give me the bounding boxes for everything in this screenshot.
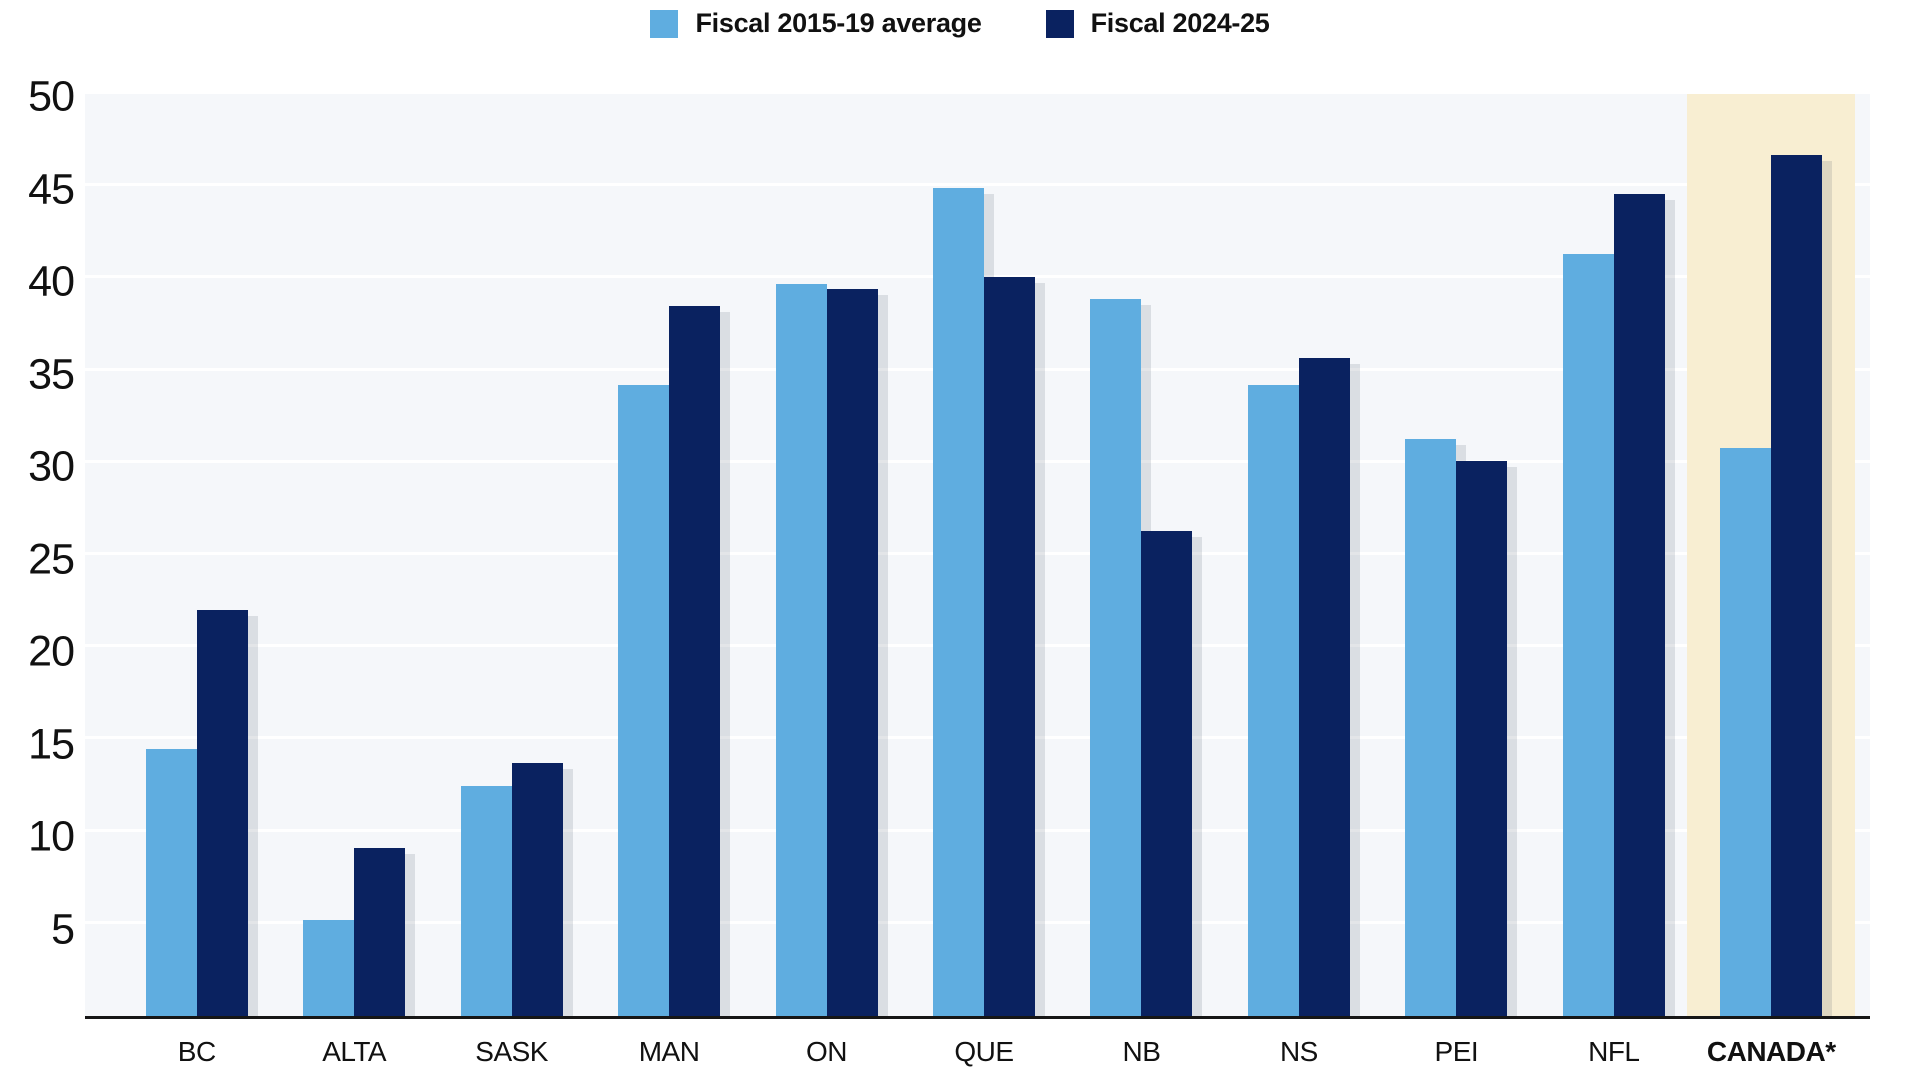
- y-tick-label-50: 50: [28, 72, 75, 121]
- bar-group-nfl: [1535, 94, 1692, 1016]
- bar-group-nb: [1063, 94, 1220, 1016]
- bar-group-bc: [118, 94, 275, 1016]
- x-tick-label-canada: CANADA*: [1706, 1036, 1836, 1067]
- bar-group-man: [590, 94, 747, 1016]
- legend-label-fiscal-2015-19: Fiscal 2015-19 average: [695, 8, 982, 38]
- bar-pei-fiscal-2015-19-average: [1405, 438, 1457, 1016]
- bar-bc-fiscal-2024-25: [196, 610, 248, 1016]
- bar-group-que: [905, 94, 1062, 1016]
- y-tick-label-5: 5: [51, 904, 75, 953]
- bar-pair-que: [932, 94, 1045, 1016]
- bar-group-canada: [1693, 94, 1850, 1016]
- bar-nfl-fiscal-2015-19-average: [1562, 254, 1614, 1016]
- y-tick-label-20: 20: [28, 627, 75, 676]
- x-tick-label-alta: ALTA: [322, 1036, 387, 1067]
- bar-pair-canada: [1720, 94, 1833, 1016]
- bar-man-fiscal-2015-19-average: [618, 385, 670, 1016]
- bar-on-fiscal-2015-19-average: [775, 283, 827, 1016]
- x-tick-label-nb: NB: [1122, 1036, 1161, 1067]
- y-tick-label-45: 45: [28, 164, 75, 213]
- bar-man-fiscal-2024-25: [669, 306, 721, 1016]
- bar-pair-nfl: [1562, 94, 1675, 1016]
- bar-sask-fiscal-2024-25: [511, 763, 563, 1016]
- bar-alta-fiscal-2015-19-average: [303, 920, 355, 1016]
- bar-group-sask: [433, 94, 590, 1016]
- x-tick-label-bc: BC: [177, 1036, 216, 1067]
- bar-nfl-fiscal-2024-25: [1613, 193, 1665, 1016]
- y-tick-label-35: 35: [28, 349, 75, 398]
- bar-pair-on: [775, 94, 888, 1016]
- legend-swatch-fiscal-2015-19: [650, 9, 679, 38]
- legend-swatch-fiscal-2024-25: [1045, 9, 1074, 38]
- bar-pair-bc: [145, 94, 258, 1016]
- y-tick-label-40: 40: [28, 257, 75, 306]
- bar-que-fiscal-2015-19-average: [932, 188, 984, 1016]
- bar-pair-alta: [303, 94, 416, 1016]
- x-tick-label-man: MAN: [638, 1036, 700, 1067]
- bar-on-fiscal-2024-25: [826, 289, 878, 1016]
- bar-canada-fiscal-2015-19-average: [1720, 448, 1772, 1016]
- bar-nb-fiscal-2015-19-average: [1090, 298, 1142, 1016]
- x-tick-label-pei: PEI: [1434, 1036, 1479, 1067]
- y-tick-label-25: 25: [28, 534, 75, 583]
- bar-ns-fiscal-2024-25: [1298, 357, 1350, 1016]
- bar-nb-fiscal-2024-25: [1141, 531, 1193, 1016]
- gridline-50: [85, 91, 1870, 94]
- chart-area: [85, 91, 1870, 1019]
- bar-group-pei: [1378, 94, 1535, 1016]
- plot-area: [85, 91, 1870, 1019]
- bar-ns-fiscal-2015-19-average: [1247, 385, 1299, 1016]
- bar-pair-sask: [460, 94, 573, 1016]
- bar-pair-ns: [1247, 94, 1360, 1016]
- x-tick-label-que: QUE: [954, 1036, 1014, 1067]
- legend-item-fiscal-2024-25: Fiscal 2024-25: [1045, 8, 1270, 39]
- legend-item-fiscal-2015-19: Fiscal 2015-19 average: [650, 8, 982, 39]
- y-tick-label-30: 30: [28, 442, 75, 491]
- x-tick-label-ns: NS: [1279, 1036, 1318, 1067]
- bar-alta-fiscal-2024-25: [354, 848, 406, 1016]
- legend-label-fiscal-2024-25: Fiscal 2024-25: [1090, 8, 1270, 38]
- y-tick-label-15: 15: [28, 719, 75, 768]
- bar-group-alta: [275, 94, 432, 1016]
- bar-pei-fiscal-2024-25: [1456, 460, 1508, 1016]
- x-tick-label-nfl: NFL: [1588, 1036, 1640, 1067]
- bar-bc-fiscal-2015-19-average: [145, 748, 197, 1016]
- y-axis: 5 10 15 20 25 30 35 40 45 50: [0, 72, 75, 1019]
- bar-pair-man: [618, 94, 731, 1016]
- bar-pair-pei: [1405, 94, 1518, 1016]
- y-tick-label-10: 10: [28, 812, 75, 861]
- chart-legend: Fiscal 2015-19 average Fiscal 2024-25: [0, 8, 1920, 39]
- bar-canada-fiscal-2024-25: [1771, 154, 1823, 1016]
- x-axis: BC ALTA SASK MAN ON QUE NB NS PEI NFL CANADA*: [85, 1036, 1870, 1080]
- bar-que-fiscal-2024-25: [983, 276, 1035, 1016]
- bar-group-on: [748, 94, 905, 1016]
- x-tick-label-on: ON: [806, 1036, 848, 1067]
- bar-pair-nb: [1090, 94, 1203, 1016]
- gridline-45: [85, 183, 1870, 187]
- x-tick-label-sask: SASK: [475, 1036, 548, 1067]
- bar-group-ns: [1220, 94, 1377, 1016]
- bar-sask-fiscal-2015-19-average: [460, 785, 512, 1016]
